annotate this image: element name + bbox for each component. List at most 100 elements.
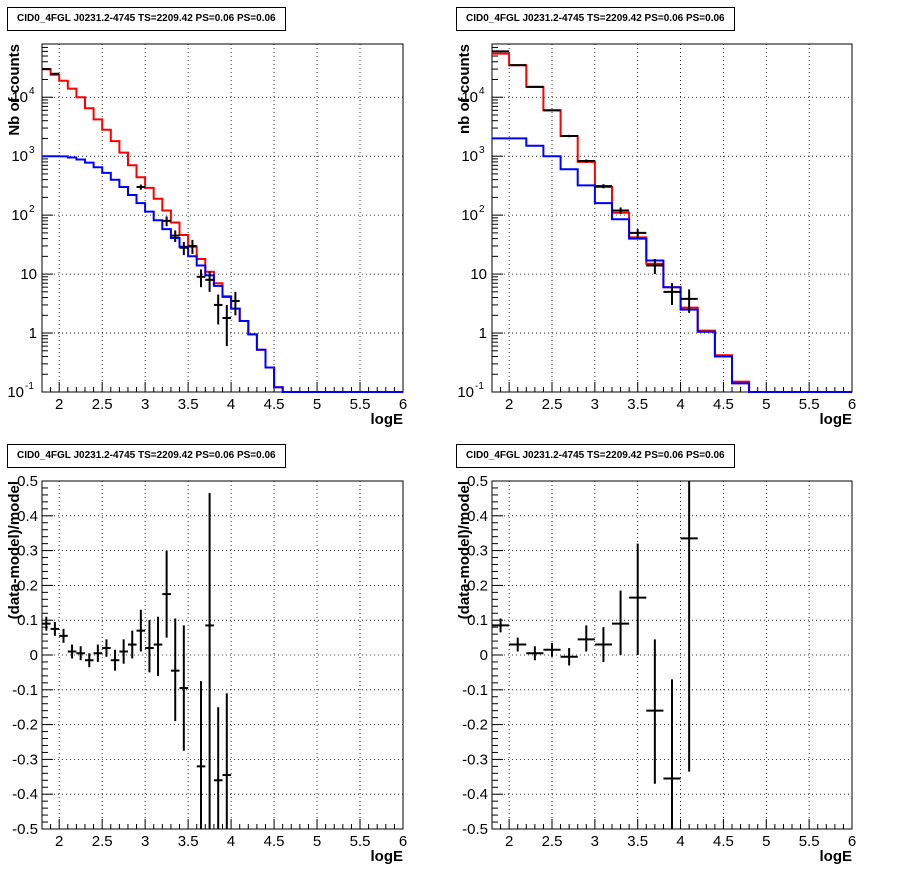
y-tick-label: 0.1 (467, 612, 488, 629)
data-point (222, 693, 232, 829)
data-point (492, 50, 510, 53)
x-tick-label: 5 (762, 396, 770, 413)
y-tick-exponent: 2 (479, 204, 485, 215)
y-tick-label: -0.5 (12, 821, 38, 838)
y-tick-label: 10 (470, 266, 487, 283)
y-tick-exponent: -1 (475, 381, 484, 392)
chart-title: CID0_4FGL J0231.2-4745 TS=2209.42 PS=0.0… (456, 7, 735, 31)
y-tick-label: -0.3 (462, 751, 488, 768)
y-tick-label: 10 (461, 89, 478, 106)
y-tick-label: 0.5 (467, 473, 488, 490)
data-point (162, 216, 171, 227)
x-tick-label: 2 (505, 833, 513, 850)
x-tick-label: 4.5 (264, 396, 285, 413)
x-tick-label: 2.5 (92, 833, 113, 850)
data-point (629, 229, 647, 238)
data-point (509, 64, 527, 67)
histogram-series (42, 155, 403, 393)
y-tick-exponent: 3 (29, 145, 35, 156)
x-tick-label: 5 (313, 396, 321, 413)
data-point (179, 242, 189, 256)
x-tick-label: 3 (591, 396, 599, 413)
x-tick-label: 2 (505, 396, 513, 413)
y-tick-label: 0 (480, 647, 488, 664)
data-point (162, 550, 171, 638)
x-axis-label: logE (820, 411, 853, 428)
x-axis-label: logE (820, 848, 853, 865)
plot-frame (41, 43, 404, 393)
y-tick-label: 1 (479, 325, 487, 342)
data-point (526, 646, 544, 661)
y-tick-label: 10 (11, 148, 28, 165)
data-point (102, 639, 111, 657)
x-tick-label: 4.5 (713, 833, 734, 850)
x-tick-label: 5 (313, 833, 321, 850)
y-tick-label: -0.5 (462, 821, 488, 838)
data-point (509, 637, 527, 652)
x-tick-label: 3.5 (627, 396, 648, 413)
data-point (222, 304, 232, 347)
data-point (663, 679, 681, 829)
x-tick-label: 3 (591, 833, 599, 850)
y-tick-exponent: -1 (25, 381, 34, 392)
x-tick-label: 2 (55, 396, 63, 413)
y-tick-label: -0.2 (12, 717, 38, 734)
data-point (205, 271, 214, 292)
data-point (170, 230, 180, 243)
data-point (612, 207, 630, 214)
x-axis-label: logE (371, 848, 404, 865)
data-point (629, 543, 647, 655)
x-tick-label: 3.5 (627, 833, 648, 850)
x-tick-label: 6 (399, 396, 407, 413)
y-tick-label: 1 (29, 325, 37, 342)
y-tick-label: -0.4 (462, 786, 488, 803)
data-point (42, 68, 51, 71)
y-tick-label: 0.1 (17, 612, 38, 629)
x-tick-label: 3 (141, 833, 149, 850)
data-point (680, 289, 698, 313)
x-tick-label: 4.5 (713, 396, 734, 413)
y-tick-label: 10 (11, 207, 28, 224)
data-point (93, 644, 103, 662)
data-point (170, 618, 180, 722)
y-tick-exponent: 2 (29, 204, 35, 215)
x-tick-label: 2.5 (542, 833, 563, 850)
y-axis-label: nb of counts (456, 44, 473, 134)
data-point (179, 625, 189, 751)
x-tick-label: 4 (676, 396, 684, 413)
x-tick-label: 6 (399, 833, 407, 850)
x-tick-label: 2 (55, 833, 63, 850)
data-point (231, 291, 240, 316)
plot-frame (491, 43, 853, 393)
x-tick-label: 3.5 (178, 833, 199, 850)
y-tick-label: 0.4 (17, 508, 38, 525)
y-tick-label: 0.5 (17, 473, 38, 490)
x-tick-label: 2.5 (542, 396, 563, 413)
x-tick-label: 3.5 (178, 396, 199, 413)
y-tick-label: 10 (7, 384, 24, 401)
data-point (526, 85, 544, 88)
x-tick-label: 2.5 (92, 396, 113, 413)
data-point (50, 621, 60, 636)
y-tick-label: 0.2 (467, 577, 488, 594)
data-point (136, 609, 146, 652)
data-point (110, 649, 120, 671)
data-point (59, 628, 68, 643)
panel-top-left: CID0_4FGL J0231.2-4745 TS=2209.42 PS=0.0… (0, 0, 449, 437)
data-point (492, 618, 510, 633)
x-axis-label: logE (371, 411, 404, 428)
x-tick-label: 5.5 (799, 396, 820, 413)
data-point (42, 616, 51, 631)
data-point (594, 184, 612, 189)
data-point (119, 639, 128, 664)
data-point (543, 642, 561, 657)
data-point (153, 616, 163, 676)
y-tick-label: 10 (457, 384, 474, 401)
data-point (67, 644, 77, 659)
chart-title: CID0_4FGL J0231.2-4745 TS=2209.42 PS=0.0… (456, 444, 735, 468)
y-tick-label: -0.1 (462, 682, 488, 699)
chart-title: CID0_4FGL J0231.2-4745 TS=2209.42 PS=0.0… (7, 444, 286, 468)
x-tick-label: 4 (676, 833, 684, 850)
panel-bottom-left: CID0_4FGL J0231.2-4745 TS=2209.42 PS=0.0… (0, 437, 449, 875)
